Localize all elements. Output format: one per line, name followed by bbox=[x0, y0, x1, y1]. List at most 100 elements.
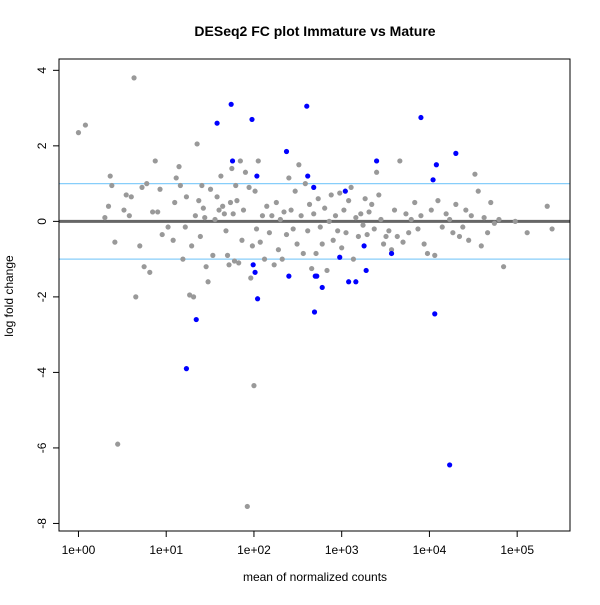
data-point bbox=[466, 237, 472, 243]
data-point bbox=[279, 256, 285, 262]
data-point bbox=[447, 216, 453, 223]
data-point bbox=[544, 203, 550, 209]
data-point bbox=[180, 256, 186, 262]
data-point bbox=[214, 194, 220, 200]
data-point bbox=[478, 243, 484, 249]
data-point bbox=[364, 231, 370, 238]
data-point bbox=[319, 241, 325, 247]
data-point bbox=[376, 192, 382, 198]
data-point bbox=[197, 233, 203, 240]
data-points bbox=[75, 75, 555, 510]
data-point bbox=[109, 182, 115, 189]
data-point bbox=[358, 211, 364, 217]
data-point bbox=[296, 162, 302, 168]
data-point bbox=[257, 239, 263, 245]
data-point bbox=[463, 207, 469, 213]
data-point bbox=[421, 241, 427, 247]
data-point bbox=[290, 226, 296, 232]
data-point bbox=[221, 211, 227, 217]
data-point bbox=[306, 201, 313, 207]
data-point bbox=[286, 273, 292, 279]
data-point bbox=[269, 213, 275, 219]
data-point bbox=[202, 214, 208, 221]
x-tick-label: 1e+02 bbox=[237, 543, 271, 557]
data-point bbox=[292, 188, 298, 194]
data-point bbox=[491, 220, 497, 226]
data-point bbox=[472, 171, 478, 177]
data-point bbox=[283, 148, 290, 155]
data-point bbox=[182, 224, 188, 230]
data-point bbox=[250, 262, 256, 268]
data-point bbox=[397, 158, 403, 164]
data-point bbox=[360, 222, 366, 228]
data-point bbox=[144, 181, 150, 187]
data-point bbox=[128, 194, 134, 200]
y-tick-label: -4 bbox=[35, 367, 49, 378]
data-point bbox=[249, 116, 255, 123]
data-point bbox=[450, 230, 456, 236]
data-point bbox=[374, 158, 380, 164]
y-axis-label: log fold change bbox=[2, 255, 16, 337]
data-point bbox=[253, 226, 260, 232]
data-point bbox=[432, 311, 438, 317]
data-point bbox=[453, 150, 459, 156]
y-tick-label: -6 bbox=[35, 442, 49, 453]
data-point bbox=[137, 243, 143, 249]
data-point bbox=[105, 203, 112, 209]
data-point bbox=[361, 243, 367, 249]
data-point bbox=[261, 256, 268, 262]
data-point bbox=[488, 199, 494, 206]
data-point bbox=[273, 199, 279, 206]
data-point bbox=[319, 284, 325, 291]
data-point bbox=[314, 273, 320, 279]
data-point bbox=[223, 228, 229, 234]
data-point bbox=[252, 269, 258, 275]
data-point bbox=[418, 213, 424, 219]
data-point bbox=[305, 173, 311, 179]
data-point bbox=[418, 114, 424, 121]
data-point bbox=[337, 190, 343, 196]
data-point bbox=[549, 226, 555, 232]
data-point bbox=[326, 218, 332, 224]
data-point bbox=[435, 198, 441, 204]
data-point bbox=[102, 214, 108, 221]
data-point bbox=[177, 182, 183, 189]
data-point bbox=[275, 247, 282, 253]
data-point bbox=[207, 186, 214, 192]
data-point bbox=[460, 224, 466, 230]
data-point bbox=[353, 279, 359, 285]
y-tick-label: 0 bbox=[35, 218, 49, 225]
data-point bbox=[281, 209, 287, 215]
data-point bbox=[335, 228, 341, 234]
data-point bbox=[242, 169, 249, 175]
data-point bbox=[75, 130, 82, 136]
chart-title: DESeq2 FC plot Immature vs Mature bbox=[194, 23, 435, 39]
data-point bbox=[230, 211, 236, 217]
data-point bbox=[430, 177, 436, 183]
data-point bbox=[286, 175, 292, 181]
data-point bbox=[304, 103, 310, 109]
x-tick-label: 1e+03 bbox=[325, 543, 359, 557]
data-point bbox=[363, 267, 369, 274]
data-point bbox=[228, 101, 234, 107]
data-point bbox=[246, 184, 252, 190]
data-point bbox=[475, 188, 481, 194]
data-point bbox=[170, 237, 176, 243]
data-point bbox=[350, 256, 357, 262]
data-point bbox=[115, 441, 121, 447]
data-point bbox=[199, 182, 205, 189]
data-point bbox=[233, 182, 239, 189]
data-point bbox=[121, 207, 127, 213]
data-point bbox=[288, 207, 294, 213]
data-point bbox=[330, 237, 336, 243]
data-point bbox=[259, 213, 266, 219]
data-point bbox=[400, 239, 406, 245]
data-point bbox=[264, 203, 270, 209]
data-point bbox=[439, 224, 445, 230]
x-tick-label: 1e+01 bbox=[149, 543, 183, 557]
data-point bbox=[433, 162, 439, 168]
data-point bbox=[374, 169, 380, 175]
data-point bbox=[309, 265, 315, 272]
data-point bbox=[227, 199, 234, 206]
